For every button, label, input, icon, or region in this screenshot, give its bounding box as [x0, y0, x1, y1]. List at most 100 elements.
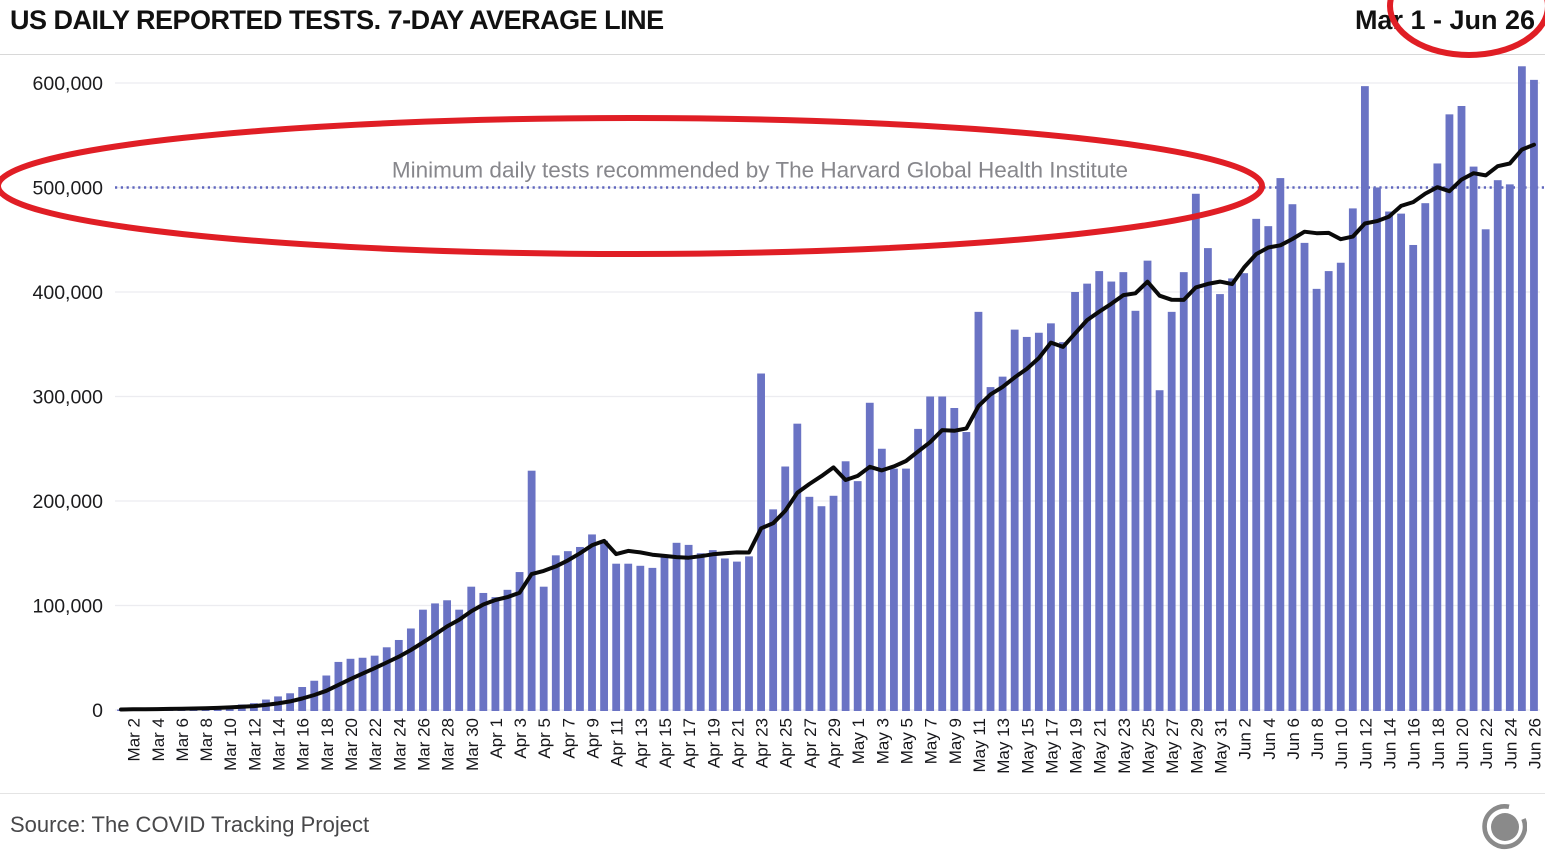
bar-Mar 7 — [189, 706, 198, 711]
bar-Apr 4 — [527, 470, 536, 711]
bar-May 21 — [1095, 271, 1104, 711]
bar-Apr 13 — [636, 565, 645, 711]
bar-Jun 3 — [1252, 218, 1261, 711]
x-axis-tick-label: May 5 — [898, 718, 917, 764]
x-axis-tick-label: Apr 1 — [487, 718, 506, 759]
bar-Jun 11 — [1348, 208, 1357, 711]
bar-May 15 — [1022, 336, 1031, 711]
x-axis-tick-label: Apr 21 — [728, 718, 747, 768]
x-axis-tick-label: Apr 5 — [535, 718, 554, 759]
bar-Mar 28 — [443, 600, 451, 711]
x-axis-tick-label: Apr 3 — [511, 718, 530, 759]
x-axis-tick-label: Jun 4 — [1260, 718, 1279, 760]
x-axis-tick-label: Jun 22 — [1477, 718, 1496, 769]
bar-May 31 — [1216, 294, 1224, 711]
x-axis-tick-label: May 9 — [946, 718, 965, 764]
bar-Apr 15 — [660, 555, 669, 711]
x-axis-tick-label: Mar 2 — [125, 718, 144, 761]
bar-Jun 2 — [1240, 273, 1249, 711]
date-range-label: Mar 1 - Jun 26 — [1354, 5, 1535, 35]
bar-Mar 29 — [455, 609, 464, 711]
bar-Apr 19 — [708, 550, 717, 711]
bar-Jun 13 — [1373, 187, 1381, 711]
x-axis-tick-label: Apr 27 — [801, 718, 820, 768]
bar-Apr 12 — [624, 563, 633, 711]
x-axis-tick-label: Apr 19 — [704, 718, 723, 768]
bar-Apr 7 — [563, 551, 572, 711]
bar-Apr 5 — [539, 586, 548, 711]
bar-Mar 3 — [141, 709, 150, 711]
bar-Apr 3 — [515, 572, 524, 711]
x-axis-tick-label: Mar 26 — [414, 718, 433, 771]
bar-Jun 12 — [1360, 86, 1369, 711]
x-axis-tick-label: Apr 17 — [680, 718, 699, 768]
x-axis-tick-label: Apr 15 — [656, 718, 675, 768]
bar-Apr 28 — [817, 506, 826, 711]
bar-Apr 11 — [612, 563, 621, 711]
bar-Jun 10 — [1336, 262, 1345, 711]
bar-Mar 14 — [274, 696, 282, 711]
x-axis-tick-label: Mar 12 — [245, 718, 264, 771]
bar-May 26 — [1155, 390, 1164, 711]
x-axis-tick-label: Jun 2 — [1236, 718, 1255, 760]
bar-May 5 — [902, 468, 910, 711]
page-title: US DAILY REPORTED TESTS. 7-DAY AVERAGE L… — [10, 5, 664, 35]
bar-Apr 26 — [793, 423, 802, 711]
bar-Mar 16 — [298, 687, 307, 711]
x-axis-tick-label: Mar 24 — [390, 718, 409, 771]
bar-Mar 21 — [358, 657, 367, 711]
y-axis-tick-label: 600,000 — [33, 73, 104, 95]
bar-Jun 23 — [1493, 180, 1502, 711]
bar-Mar 10 — [225, 705, 234, 711]
x-axis-tick-label: Mar 30 — [463, 718, 482, 771]
bar-Jun 16 — [1409, 244, 1418, 711]
bar-Jun 24 — [1505, 184, 1514, 712]
bar-Jun 6 — [1288, 204, 1297, 711]
bar-Jun 14 — [1385, 211, 1393, 711]
x-axis-tick-label: Apr 11 — [608, 718, 627, 767]
bar-May 20 — [1083, 283, 1092, 711]
bar-May 22 — [1107, 281, 1116, 711]
seven-day-average-line — [119, 142, 1536, 712]
bar-Jun 19 — [1445, 114, 1454, 712]
bar-May 2 — [865, 402, 874, 711]
bar-Apr 21 — [733, 561, 741, 711]
x-axis-tick-label: May 21 — [1091, 718, 1110, 774]
bar-May 13 — [998, 376, 1007, 711]
bar-Mar 9 — [213, 706, 222, 711]
header-divider — [0, 54, 1545, 55]
bar-Apr 27 — [805, 496, 814, 711]
bar-Jun 25 — [1517, 66, 1526, 711]
bar-Mar 31 — [479, 592, 488, 711]
bar-Jun 21 — [1469, 166, 1478, 712]
bar-May 6 — [914, 428, 922, 711]
bar-May 16 — [1034, 332, 1043, 711]
x-axis-tick-label: Mar 28 — [439, 718, 458, 771]
x-axis-tick-label: Apr 13 — [632, 718, 651, 768]
y-axis-tick-label: 200,000 — [33, 491, 104, 513]
x-axis-tick-label: Mar 14 — [270, 718, 289, 771]
bar-Mar 12 — [249, 703, 258, 711]
bar-Jun 4 — [1264, 226, 1273, 712]
x-axis-tick-label: Jun 6 — [1284, 718, 1303, 760]
bar-May 30 — [1204, 248, 1212, 712]
y-axis-tick-label: 0 — [92, 700, 103, 722]
bar-Apr 14 — [648, 567, 657, 711]
bar-May 1 — [853, 481, 862, 711]
bar-Jun 20 — [1457, 105, 1466, 712]
x-axis-tick-label: Apr 7 — [559, 718, 578, 759]
bar-Mar 27 — [431, 603, 439, 711]
bar-Jun 26 — [1530, 79, 1538, 712]
bar-May 17 — [1047, 323, 1055, 711]
x-axis-tick-label: Jun 14 — [1381, 718, 1400, 769]
bar-Jun 22 — [1481, 229, 1490, 712]
bar-Apr 20 — [720, 558, 729, 711]
bar-May 29 — [1191, 193, 1200, 711]
bar-May 9 — [950, 407, 959, 711]
bar-Mar 4 — [153, 708, 162, 711]
chart-header: US DAILY REPORTED TESTS. 7-DAY AVERAGE L… — [0, 0, 1545, 55]
bar-May 14 — [1010, 329, 1019, 711]
bar-Jun 7 — [1300, 242, 1309, 711]
x-axis-tick-label: Jun 10 — [1332, 718, 1351, 769]
x-axis-tick-label: May 1 — [849, 718, 868, 764]
